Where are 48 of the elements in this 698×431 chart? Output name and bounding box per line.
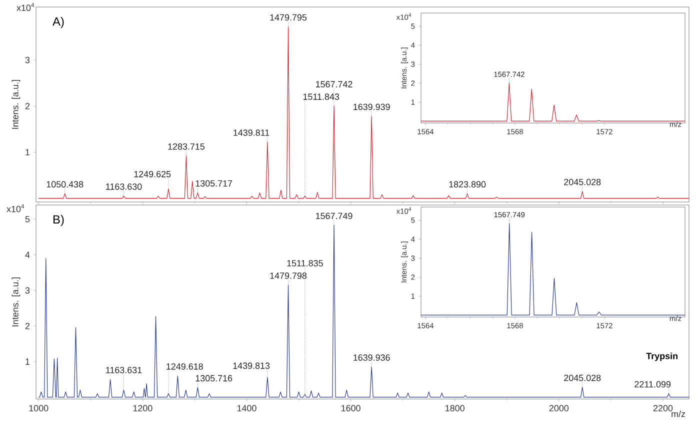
x-tick-label: 1800 <box>446 405 464 412</box>
y-tick-label: 4 <box>25 252 30 258</box>
annotation: 1050.438 <box>46 181 84 188</box>
annotation: 1163.630 <box>106 183 142 190</box>
annotation: 1305.716 <box>196 375 232 382</box>
text: x10$^{4}$ <box>6 204 24 212</box>
annotation: 1163.631 <box>106 366 142 374</box>
x-tick-label: 2200 <box>653 405 673 412</box>
annotation: 1639.939 <box>354 104 390 110</box>
annotation: 2045.028 <box>564 178 601 186</box>
annotation: 1305.717 <box>196 180 232 187</box>
x-tick-label: 1400 <box>237 405 256 412</box>
annotation: 1639.936 <box>354 354 390 361</box>
y-tick-label: 1 <box>26 149 30 156</box>
line-series <box>421 82 686 122</box>
annotation: 1479.798 <box>270 272 307 279</box>
annotation: 1567.742 <box>316 81 352 88</box>
y-tick-label: 1 <box>26 358 30 365</box>
y-tick-label: 2 <box>25 102 30 110</box>
annotation: Trypsin <box>646 352 678 361</box>
y-tick-label: 3 <box>25 287 30 294</box>
y-axis-title: Intens. [a.u.] <box>12 278 20 326</box>
y-tick-label: 5 <box>25 216 30 222</box>
annotation: 1567.749 <box>316 212 352 220</box>
annotation: 1479.795 <box>270 14 307 21</box>
x-tick-label: 1000 <box>29 405 48 412</box>
text: A) <box>52 16 64 28</box>
x-tick-label: 1200 <box>133 405 152 412</box>
x-axis-title: m/z <box>672 410 686 418</box>
y-tick-label: 2 <box>25 322 30 330</box>
annotation: 1511.843 <box>303 94 340 100</box>
annotation: 2045.028 <box>564 374 601 382</box>
text: x10$^{4}$ <box>16 2 34 12</box>
x-tick-label: 2000 <box>549 405 569 412</box>
annotation: 1439.811 <box>234 130 270 136</box>
line-series <box>38 224 690 398</box>
annotation: 1249.618 <box>166 363 203 370</box>
x-tick-label: 1600 <box>342 405 360 412</box>
y-axis-title: Intens. [a.u.] <box>12 80 20 129</box>
annotation: 1283.715 <box>168 143 205 150</box>
line-series <box>421 223 686 316</box>
annotation: 1511.835 <box>287 260 323 266</box>
annotation: 2211.099 <box>634 381 671 388</box>
annotation: 1439.813 <box>233 362 270 369</box>
text: B) <box>54 214 64 226</box>
annotation: 1249.625 <box>134 170 171 178</box>
y-tick-label: 3 <box>25 56 30 64</box>
annotation: 1823.890 <box>449 181 486 188</box>
